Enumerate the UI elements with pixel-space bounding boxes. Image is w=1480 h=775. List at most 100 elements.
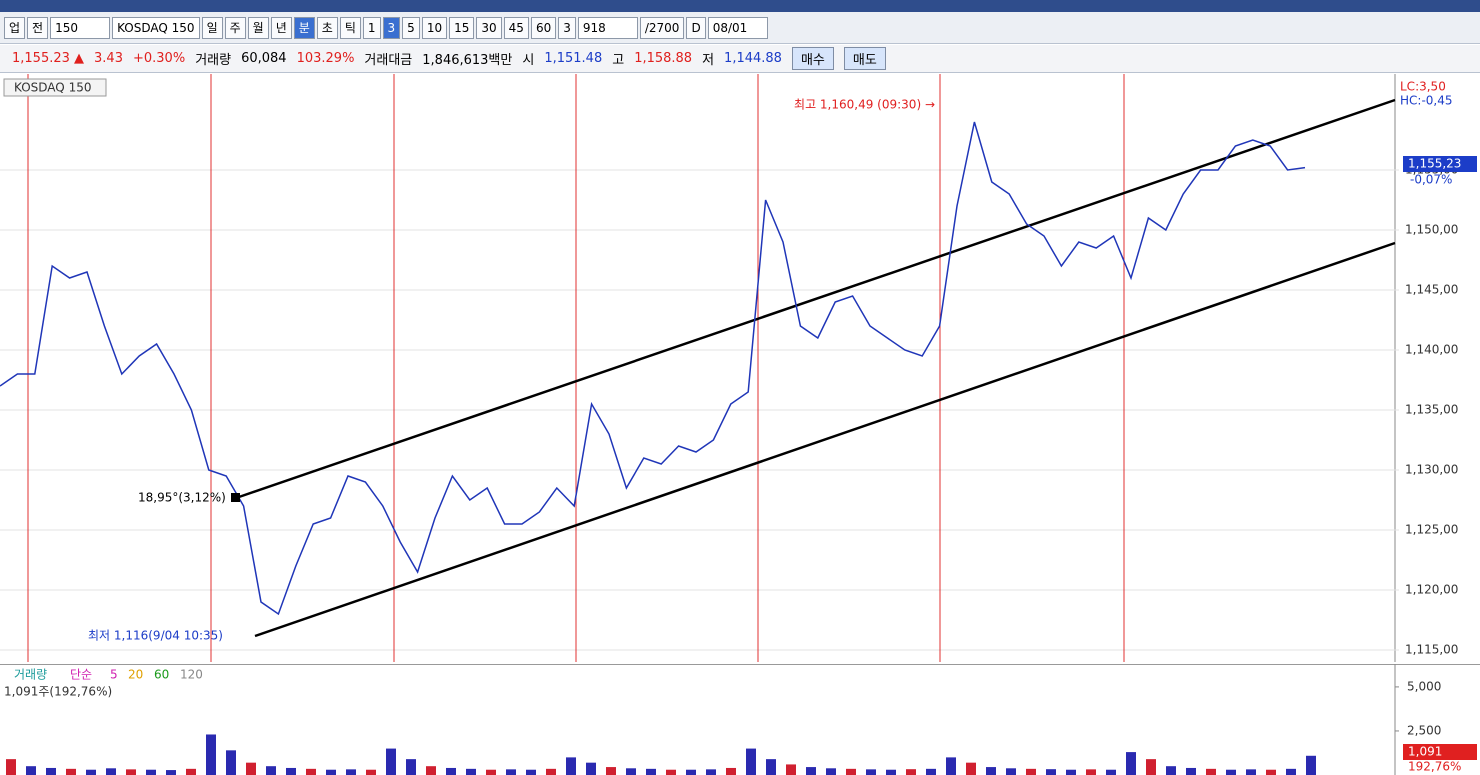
toolbar-button[interactable]: 업 (4, 16, 26, 39)
y-tick-label: 1,150,00 (1405, 223, 1458, 237)
volume-bar (466, 768, 476, 775)
title-bar (0, 0, 1480, 12)
quote-high-label: 고 (612, 53, 625, 68)
y-tick-label: 1,145,00 (1405, 283, 1458, 297)
quote-low-label: 저 (702, 53, 715, 68)
volume-bar (306, 768, 316, 775)
volume-bar (666, 769, 676, 775)
volume-bar (586, 762, 596, 775)
order-button[interactable]: 매도 (843, 47, 886, 70)
toolbar-button[interactable]: D (686, 16, 706, 39)
toolbar-button[interactable]: 일 (201, 16, 223, 39)
input-field[interactable]: 150 (50, 16, 111, 39)
legend-item: 5 (110, 668, 118, 682)
volume-bar (446, 767, 456, 775)
volume-bar (1166, 766, 1176, 775)
volume-bar (846, 768, 856, 775)
input-field[interactable]: 08/01 (707, 16, 768, 39)
toolbar-button[interactable]: 년 (270, 16, 292, 39)
toolbar-button[interactable]: 주 (224, 16, 246, 39)
toolbar-button[interactable]: 30 (476, 16, 502, 39)
quote-volume-rate: 103.29% (296, 51, 355, 66)
volume-bar (346, 769, 356, 775)
anchor-point (231, 493, 240, 502)
volume-bar (386, 748, 396, 775)
toolbar: 업 전 150 KOSDAQ 150 일 주 월 년 분 초 틱 1 3 5 10 15 30 45 60 3 918/… (0, 12, 1480, 44)
quote-high: 1,158.88 (634, 51, 693, 66)
toolbar-button[interactable]: 3 (558, 16, 576, 39)
hc-label: HC:-0,45 (1400, 94, 1453, 108)
volume-bar (966, 762, 976, 775)
volume-bar (26, 766, 36, 775)
volume-bar (106, 768, 116, 775)
channel-line (254, 241, 1396, 638)
volume-bar (246, 762, 256, 775)
toolbar-button[interactable]: 초 (316, 16, 338, 39)
volume-bar (1006, 768, 1016, 775)
volume-bar (146, 769, 156, 775)
toolbar-button[interactable]: 전 (27, 16, 49, 39)
quote-change: 3.43 (94, 51, 123, 66)
volume-bar (46, 767, 56, 775)
toolbar-button[interactable]: 틱 (339, 16, 361, 39)
input-field[interactable]: 918 (577, 16, 638, 39)
volume-bar (526, 769, 536, 775)
volume-bar (166, 770, 176, 775)
toolbar-button[interactable]: /2700 (639, 16, 685, 39)
input-field[interactable]: KOSDAQ 150 (112, 16, 200, 39)
quote-bar: 1,155.23 ▲ 3.43 +0.30% 거래량 60,084 103.29% 거래대금… (0, 45, 1480, 73)
volume-bar (326, 769, 336, 775)
volume-bar (506, 769, 516, 775)
y-tick-label: 2,500 (1407, 723, 1441, 737)
order-button[interactable]: 매수 (791, 47, 834, 70)
toolbar-button[interactable]: 월 (247, 16, 269, 39)
high-annotation: 최고 1,160,49 (09:30) → (794, 98, 935, 112)
low-annotation: 최저 1,116(9/04 10:35) (88, 629, 223, 643)
toolbar-button[interactable]: 60 (530, 16, 557, 39)
toolbar-button[interactable]: 45 (503, 16, 529, 39)
volume-bar (1026, 768, 1036, 775)
last-change: -0,07% (1410, 173, 1452, 187)
angle-annotation: 18,95°(3,12%) (138, 491, 226, 505)
volume-bar (726, 767, 736, 775)
volume-bar (686, 769, 696, 775)
volume-subtitle: 1,091주(192,76%) (4, 685, 112, 699)
toolbar-button[interactable]: 3 (382, 16, 401, 39)
y-tick-label: 1,140,00 (1405, 343, 1458, 357)
last-price: 1,155,23 (1408, 157, 1461, 171)
volume-bar (86, 769, 96, 775)
volume-bar (766, 759, 776, 775)
volume-bar (486, 769, 496, 775)
volume-bar (1106, 769, 1116, 775)
volume-bar (1226, 769, 1236, 775)
y-tick-label: 5,000 (1407, 679, 1441, 693)
volume-bar (646, 768, 656, 775)
y-tick-label: 1,120,00 (1405, 583, 1458, 597)
volume-bar (286, 767, 296, 775)
last-volume: 1,091 (1408, 745, 1442, 759)
toolbar-button[interactable]: 분 (293, 16, 315, 39)
volume-bar (986, 767, 996, 775)
toolbar-button[interactable]: 1 (362, 16, 381, 39)
volume-bar (1306, 755, 1316, 775)
quote-low: 1,144.88 (724, 51, 782, 66)
price-chart: 1,115,00 1,120,00 1,125,00 1,130,00 1,135,00… (0, 74, 1480, 662)
last-box (1403, 744, 1477, 760)
y-tick-label: 1,125,00 (1405, 523, 1458, 537)
toolbar-button[interactable]: 5 (402, 16, 420, 39)
volume-bar (266, 766, 276, 775)
volume-bar (606, 767, 616, 775)
chart-title: KOSDAQ 150 (14, 81, 91, 95)
toolbar-button[interactable]: 10 (421, 16, 448, 39)
last-rate: 192,76% (1408, 760, 1461, 774)
volume-bar (6, 759, 16, 775)
volume-chart: 2,500 5,000 거래량 단순 5 20 60 120 1,091주(192,76%) 1,… (0, 664, 1480, 775)
volume-bar (1126, 752, 1136, 775)
title-box (3, 78, 107, 97)
volume-bar (906, 769, 916, 775)
volume-bar (626, 768, 636, 775)
volume-bar (66, 768, 76, 775)
toolbar-button[interactable]: 15 (449, 16, 475, 39)
volume-bar (226, 750, 236, 775)
quote-amount: 1,846,613백만 (422, 53, 513, 68)
